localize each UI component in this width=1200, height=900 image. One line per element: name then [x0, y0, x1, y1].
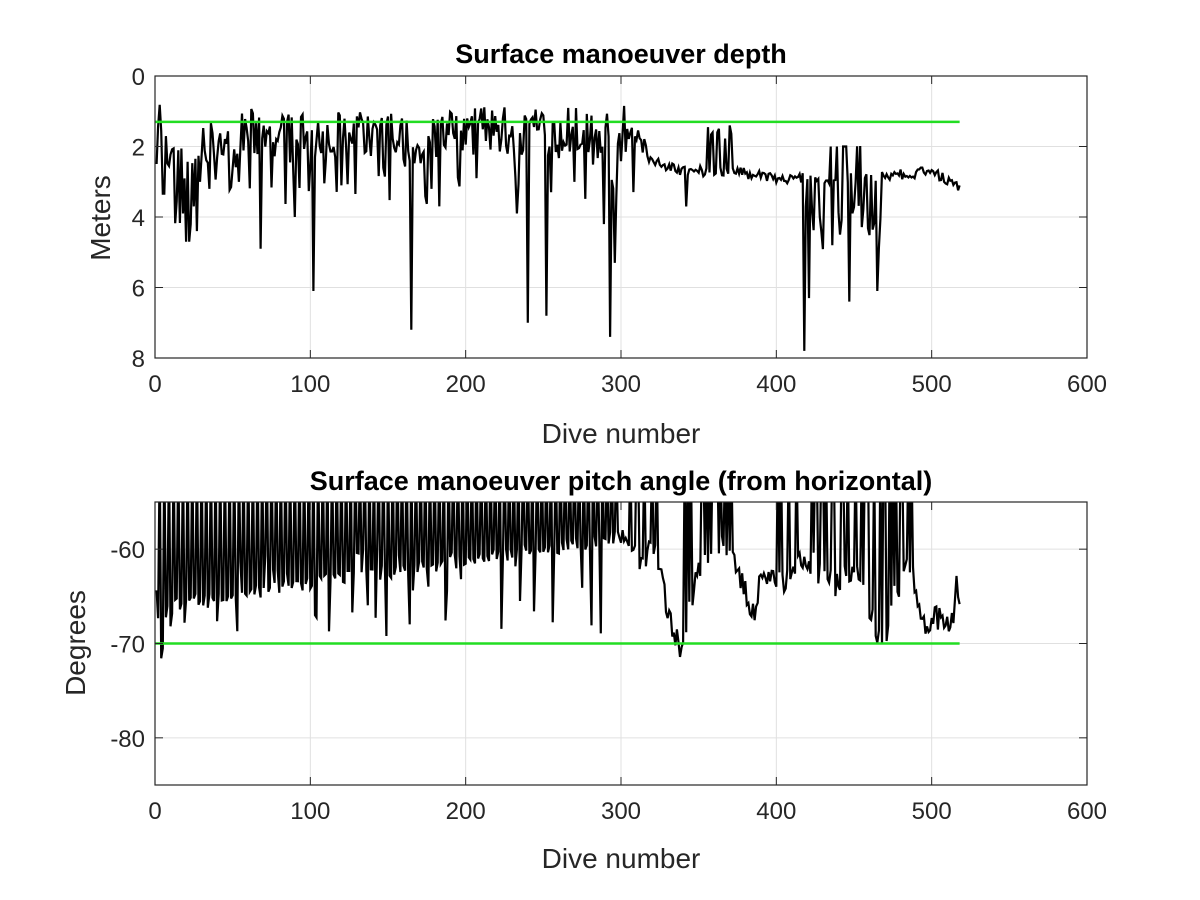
depth-chart-plot-area [155, 104, 961, 351]
pitch-chart-xtick-label-4: 400 [756, 798, 796, 825]
pitch-chart-xtick-label-6: 600 [1067, 798, 1107, 825]
pitch-chart-ytick-label-0: -60 [110, 537, 145, 564]
depth-chart-xtick-label-5: 500 [912, 371, 952, 398]
pitch-chart-xtick-label-5: 500 [912, 798, 952, 825]
pitch-chart-xtick-label-3: 300 [601, 798, 641, 825]
pitch-chart: Surface manoeuver pitch angle (from hori… [60, 466, 1107, 874]
depth-chart-ytick-label-3: 6 [132, 276, 145, 303]
depth-chart: Surface manoeuver depth Dive number Mete… [85, 39, 1107, 449]
depth-chart-xlabel: Dive number [542, 418, 701, 449]
depth-chart-xtick-label-2: 200 [446, 371, 486, 398]
depth-chart-ytick-label-0: 0 [132, 64, 145, 91]
depth-chart-ytick-label-4: 8 [132, 346, 145, 373]
depth-chart-xtick-label-0: 0 [148, 371, 161, 398]
depth-chart-title: Surface manoeuver depth [455, 39, 787, 69]
pitch-chart-title: Surface manoeuver pitch angle (from hori… [310, 466, 933, 496]
depth-chart-xtick-label-6: 600 [1067, 371, 1107, 398]
pitch-chart-xtick-label-0: 0 [148, 798, 161, 825]
pitch-chart-ytick-label-1: -70 [110, 632, 145, 659]
depth-chart-xtick-label-1: 100 [290, 371, 330, 398]
depth-chart-ytick-label-2: 4 [132, 205, 145, 232]
pitch-chart-ticks: 0 100 200 300 400 500 600 -60 -70 -80 [110, 501, 1107, 825]
pitch-chart-ylabel: Degrees [60, 590, 91, 696]
depth-chart-ticks: 0 100 200 300 400 500 600 0 2 4 6 8 [132, 64, 1107, 398]
depth-chart-ytick-label-1: 2 [132, 135, 145, 162]
pitch-chart-xtick-label-1: 100 [290, 798, 330, 825]
pitch-chart-series-line [155, 502, 961, 659]
depth-chart-ylabel: Meters [85, 175, 116, 261]
pitch-chart-xlabel: Dive number [542, 843, 701, 874]
depth-chart-xtick-label-4: 400 [756, 371, 796, 398]
pitch-chart-xtick-label-2: 200 [446, 798, 486, 825]
depth-chart-series-line [155, 104, 961, 351]
depth-chart-xtick-label-3: 300 [601, 371, 641, 398]
pitch-chart-plot-area [155, 502, 961, 659]
pitch-chart-ytick-label-2: -80 [110, 726, 145, 753]
